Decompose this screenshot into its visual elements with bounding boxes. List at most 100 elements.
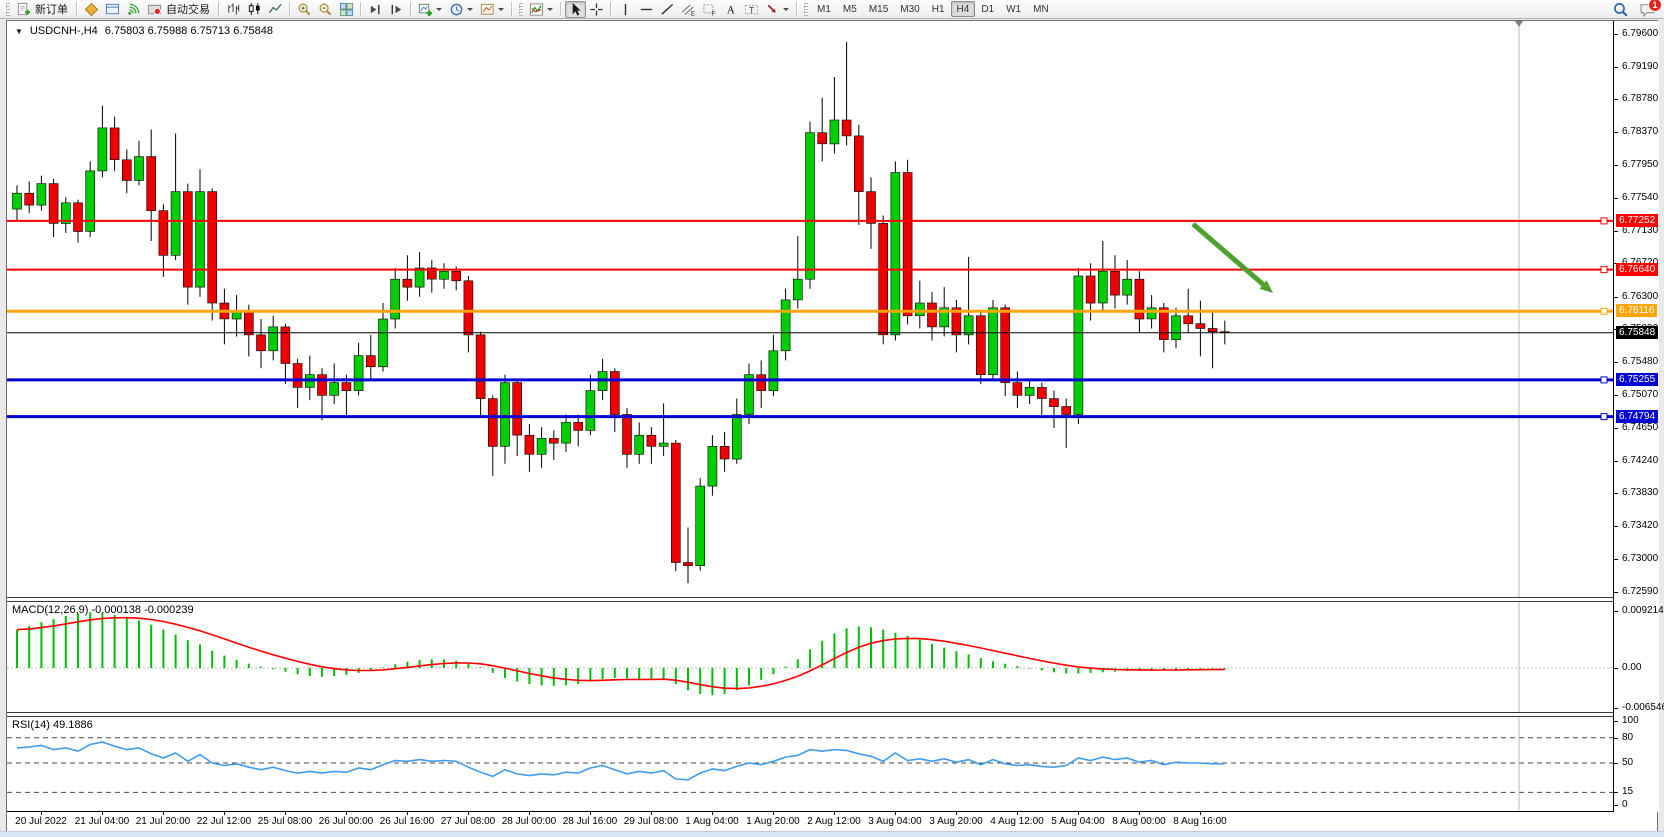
- line-handle[interactable]: [1600, 307, 1608, 315]
- time-axis[interactable]: 20 Jul 2022 21 Jul 04:00 21 Jul 20:00 22 Ju…: [7, 811, 1659, 831]
- line-handle[interactable]: [1600, 217, 1608, 225]
- time-tick: [102, 812, 103, 815]
- auto-scroll-button[interactable]: [365, 1, 386, 18]
- timeframe-button-w1[interactable]: W1: [1006, 4, 1022, 15]
- time-tick: [163, 812, 164, 815]
- data-window-icon: [105, 3, 120, 14]
- auto-scroll-icon: [370, 4, 380, 14]
- time-tick-label: 2 Aug 12:00: [807, 816, 861, 827]
- text-label-button[interactable]: T: [741, 1, 762, 18]
- price-line-label: 6.74794: [1616, 410, 1659, 423]
- text-button[interactable]: A: [720, 1, 741, 18]
- price-tick-label: 6.75480: [1622, 356, 1659, 367]
- chevron-down-icon[interactable]: [783, 7, 789, 11]
- market-watch-button[interactable]: [81, 1, 102, 18]
- time-tick: [224, 812, 225, 815]
- panel-splitter[interactable]: [7, 597, 1613, 602]
- new-chart-button[interactable]: [415, 1, 446, 18]
- time-tick: [712, 812, 713, 815]
- toolbar-separator: [76, 2, 78, 16]
- main-price-chart[interactable]: [7, 21, 1613, 597]
- zoom-out-icon: [319, 3, 332, 15]
- channel-icon: F: [703, 3, 716, 17]
- new-order-label: 新订单: [35, 4, 68, 16]
- templates-button[interactable]: [477, 1, 508, 18]
- toolbar-group: [223, 0, 286, 19]
- indicators-button[interactable]: [526, 1, 557, 18]
- chart-shift-marker-icon[interactable]: [1515, 21, 1523, 27]
- vline-button[interactable]: [615, 1, 636, 18]
- chevron-down-icon[interactable]: [547, 7, 553, 11]
- toolbar-grip[interactable]: [804, 2, 808, 16]
- axis-tick: [1614, 493, 1618, 494]
- toolbar-grip[interactable]: [6, 2, 10, 16]
- rsi-chart[interactable]: [7, 717, 1613, 811]
- axis-tick: [1614, 67, 1618, 68]
- search-button[interactable]: [1612, 1, 1629, 18]
- hline-button[interactable]: [636, 1, 657, 18]
- crosshair-button[interactable]: [586, 1, 607, 18]
- autotrade-button[interactable]: 自动交易: [144, 1, 215, 18]
- price-line-label: 6.75848: [1616, 326, 1659, 339]
- toolbar-separator: [796, 2, 798, 16]
- chart-shift-button[interactable]: [386, 1, 407, 18]
- timeframe-button-d1[interactable]: D1: [981, 4, 995, 15]
- timeframe-button-h1[interactable]: H1: [931, 4, 945, 15]
- trendline-button[interactable]: [657, 1, 678, 18]
- time-tick-label: 28 Jul 00:00: [501, 816, 557, 827]
- time-tick-label: 3 Aug 04:00: [868, 816, 922, 827]
- chevron-down-icon[interactable]: [467, 7, 473, 11]
- new-order-button[interactable]: 新订单: [13, 1, 73, 18]
- macd-chart[interactable]: [7, 602, 1613, 712]
- toolbar-group: [526, 0, 557, 19]
- trend-arrow-head-icon[interactable]: [1259, 280, 1273, 293]
- timeframe-button-mn[interactable]: MN: [1033, 4, 1049, 15]
- time-tick-label: 3 Aug 20:00: [929, 816, 983, 827]
- toolbar-grip[interactable]: [519, 2, 523, 16]
- vline-icon: [624, 3, 627, 15]
- panel-splitter[interactable]: [7, 712, 1613, 717]
- rsi-line: [16, 741, 1225, 781]
- time-tick: [285, 812, 286, 815]
- candle-chart-button[interactable]: [244, 1, 265, 18]
- timeframe-button-m1[interactable]: M1: [817, 4, 831, 15]
- time-tick: [773, 812, 774, 815]
- zoom-out-button[interactable]: [315, 1, 336, 18]
- chart-ohlc-values: 6.75803 6.75988 6.75713 6.75848: [104, 25, 273, 37]
- chat-button[interactable]: 1: [1639, 0, 1662, 18]
- navigator-button[interactable]: [123, 1, 144, 18]
- toolbar-group: 自动交易: [81, 0, 215, 19]
- fibonacci-button[interactable]: E: [678, 1, 699, 18]
- price-tick-label: 6.77540: [1622, 192, 1659, 203]
- timeframe-button-m5[interactable]: M5: [842, 4, 857, 15]
- macd-signal-line: [16, 616, 1225, 690]
- time-tick-label: 26 Jul 16:00: [379, 816, 435, 827]
- line-handle[interactable]: [1600, 376, 1608, 384]
- price-axis[interactable]: 6.79600 6.79190 6.78780 6.78370 6.77950 6.775…: [1613, 21, 1664, 812]
- chart-menu-icon[interactable]: ▼: [15, 26, 23, 36]
- rsi-panel: RSI(14) 49.1886: [7, 717, 1613, 811]
- chat-badge: 1: [1648, 0, 1662, 12]
- data-window-button[interactable]: [102, 1, 123, 18]
- line-handle[interactable]: [1600, 266, 1608, 274]
- line-chart-button[interactable]: [265, 1, 286, 18]
- timeframe-button-h4[interactable]: H4: [950, 1, 976, 17]
- trend-arrow-object[interactable]: [1191, 222, 1265, 287]
- periods-button[interactable]: [446, 1, 477, 18]
- timeframe-button-m15[interactable]: M15: [868, 4, 889, 15]
- arrows-button[interactable]: [762, 1, 793, 18]
- line-handle[interactable]: [1600, 413, 1608, 421]
- time-tick: [1078, 812, 1079, 815]
- toolbar-group: M1 M5 M15 M30 H1 H4 D1 W1 MN: [811, 0, 1055, 19]
- svg-text:E: E: [691, 10, 695, 16]
- channel-button[interactable]: F: [699, 1, 720, 18]
- axis-tick: [1614, 231, 1618, 232]
- cursor-button[interactable]: [565, 0, 586, 18]
- bar-chart-button[interactable]: [223, 1, 244, 18]
- tile-windows-button[interactable]: [336, 1, 357, 18]
- price-line-label: 6.77252: [1616, 214, 1659, 227]
- chevron-down-icon[interactable]: [498, 7, 504, 11]
- timeframe-button-m30[interactable]: M30: [900, 4, 920, 15]
- zoom-in-button[interactable]: [294, 1, 315, 18]
- chevron-down-icon[interactable]: [436, 7, 442, 11]
